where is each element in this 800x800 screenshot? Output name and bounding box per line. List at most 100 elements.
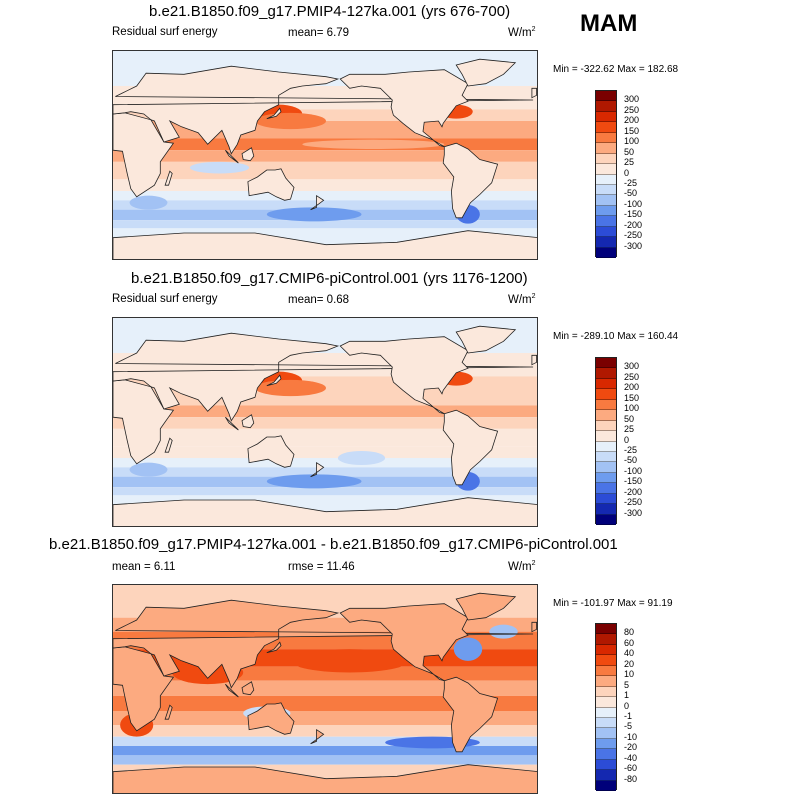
field-anomaly	[129, 462, 168, 477]
panel1-map	[112, 50, 538, 260]
continent-outline	[266, 374, 282, 387]
panel3-rmse-label: rmse = 11.46	[288, 561, 355, 573]
colorbar-swatch	[596, 504, 616, 515]
continent-outline	[310, 728, 325, 745]
panel2-mean-label: mean= 0.68	[288, 294, 350, 306]
colorbar-swatch	[596, 462, 616, 473]
colorbar-swatch	[596, 431, 616, 442]
colorbar-tick-label: 25	[624, 424, 635, 435]
colorbar-tick-label: 250	[624, 104, 640, 115]
field-band	[113, 711, 537, 725]
continent-outline	[113, 497, 537, 526]
continent-outline	[164, 437, 173, 453]
field-band	[113, 725, 537, 737]
colorbar-tick-label: -10	[624, 731, 638, 742]
field-band	[113, 428, 537, 447]
colorbar-tick-label: -250	[624, 497, 643, 508]
colorbar-swatch	[596, 707, 616, 718]
colorbar-tick-label: -100	[624, 465, 643, 476]
panel2-units: W/m2	[508, 293, 536, 306]
colorbar-swatch	[596, 420, 616, 432]
continent-outline	[266, 107, 282, 120]
colorbar-tick-label: -300	[624, 240, 643, 251]
field-band	[113, 417, 537, 429]
continent-outline	[310, 461, 325, 478]
field-band	[113, 467, 537, 477]
continent-outline	[339, 336, 469, 415]
panel1-title: b.e21.B1850.f09_g17.PMIP4-127ka.001 (yrs…	[149, 3, 511, 20]
colorbar-swatch	[596, 514, 616, 525]
continent-outline	[113, 646, 175, 732]
field-anomaly	[302, 139, 445, 149]
colorbar-tick-label: 20	[624, 658, 635, 669]
colorbar-tick-label: 25	[624, 157, 635, 168]
colorbar-tick-label: -50	[624, 455, 638, 466]
colorbar-tick-label: 60	[624, 637, 635, 648]
panel3-map	[112, 584, 538, 794]
colorbar-tick-label: -100	[624, 198, 643, 209]
colorbar-tick-label: 0	[624, 167, 630, 178]
field-band	[113, 376, 537, 388]
colorbar-tick-label: -20	[624, 742, 638, 753]
panel3-title: b.e21.B1850.f09_g17.PMIP4-127ka.001 - b.…	[49, 536, 618, 553]
field-anomaly	[255, 112, 326, 130]
panel3-colorbar	[595, 623, 617, 791]
panel3-minmax: Min = -101.97 Max = 91.19	[553, 598, 673, 609]
continent-outline	[339, 603, 469, 682]
continent-outline	[455, 58, 517, 87]
colorbar-swatch	[596, 91, 616, 102]
continent-outline	[247, 435, 295, 468]
colorbar-tick-label: -50	[624, 188, 638, 199]
colorbar-tick-label: -150	[624, 209, 643, 220]
colorbar-swatch	[596, 164, 616, 175]
colorbar-tick-label: 150	[624, 392, 640, 403]
field-anomaly	[489, 624, 518, 639]
continent-outline	[455, 325, 517, 354]
colorbar-tick-label: -1	[624, 710, 633, 721]
continent-outline	[455, 592, 517, 621]
field-band	[113, 150, 537, 162]
colorbar-swatch	[596, 378, 616, 390]
field-band	[113, 746, 537, 756]
colorbar-swatch	[596, 205, 616, 217]
continent-outline	[310, 194, 325, 211]
colorbar-tick-label: 1	[624, 690, 630, 701]
field-anomaly	[290, 649, 409, 673]
colorbar-swatch	[596, 111, 616, 123]
panel1-variable-label: Residual surf energy	[112, 26, 218, 38]
colorbar-swatch	[596, 634, 616, 645]
continent-outline	[247, 168, 295, 201]
colorbar-swatch	[596, 483, 616, 494]
colorbar-tick-label: -80	[624, 773, 638, 784]
colorbar-tick-label: -60	[624, 763, 638, 774]
colorbar-swatch	[596, 143, 616, 154]
colorbar-tick-label: 10	[624, 669, 635, 680]
field-band	[113, 200, 537, 210]
field-band	[113, 405, 537, 418]
continent-outline	[442, 676, 499, 753]
continent-outline	[442, 409, 499, 486]
colorbar-tick-label: 0	[624, 700, 630, 711]
continent-outline	[241, 414, 255, 429]
field-anomaly	[266, 474, 362, 489]
colorbar-tick-label: 150	[624, 125, 640, 136]
continent-outline	[225, 683, 239, 698]
colorbar-swatch	[596, 624, 616, 635]
colorbar-swatch	[596, 770, 616, 781]
colorbar-tick-label: 50	[624, 146, 635, 157]
field-band	[113, 680, 537, 696]
colorbar-tick-label: -40	[624, 752, 638, 763]
colorbar-swatch	[596, 655, 616, 666]
field-band	[113, 179, 537, 191]
field-band	[113, 191, 537, 201]
panel3-mean-label: mean = 6.11	[112, 561, 176, 573]
field-band	[113, 220, 537, 229]
colorbar-tick-label: 100	[624, 403, 640, 414]
colorbar-tick-label: 80	[624, 627, 635, 638]
continent-outline	[113, 379, 175, 465]
continent-outline	[113, 332, 534, 422]
panel1-mean-label: mean= 6.79	[288, 27, 350, 39]
field-anomaly	[453, 637, 483, 661]
colorbar-swatch	[596, 399, 616, 411]
panel2-title: b.e21.B1850.f09_g17.CMIP6-piControl.001 …	[131, 270, 528, 287]
